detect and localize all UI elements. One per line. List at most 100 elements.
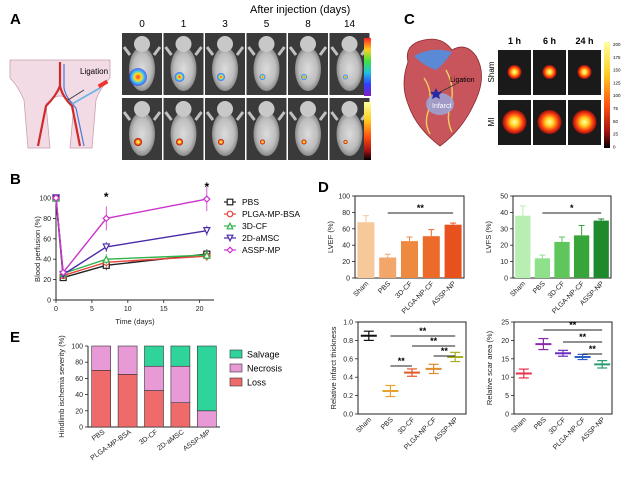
mouse-body (253, 47, 280, 91)
mouse-body (253, 112, 280, 156)
stacked-bar-segment (196, 345, 217, 412)
mouse-body (212, 112, 238, 156)
colorbar-tick: 150 (613, 68, 621, 73)
plot-frame (513, 321, 613, 415)
significance-mark: * (204, 180, 209, 194)
mouse-arm (330, 46, 339, 56)
y-axis-label: LVFS (%) (484, 221, 493, 253)
mouse-arm (288, 111, 298, 121)
y-tick-label: 0.6 (343, 356, 353, 363)
day-label: 14 (344, 19, 356, 30)
y-tick-label: 20 (500, 243, 508, 250)
mouse-body (129, 112, 155, 156)
mouse-head (258, 101, 275, 117)
panel-c: C Ligation Infarct 1 h 6 h 24 h Sham MI 200… (403, 11, 621, 149)
series-line (55, 197, 207, 279)
y-tick-label: 40 (75, 392, 83, 399)
x-tick-label: 10 (124, 306, 132, 313)
panel-c-time-labels: 1 h 6 h 24 h (508, 36, 594, 46)
x-tick-label: 0 (54, 306, 58, 313)
bar (573, 235, 590, 278)
data-point (202, 250, 211, 259)
time-label: 1 h (508, 36, 521, 46)
y-tick-label: 60 (342, 226, 350, 233)
mouse-arm (122, 111, 132, 121)
colorbar-tick: 175 (613, 55, 621, 60)
hindlimb-schematic: Ligation (9, 59, 111, 149)
category-label: Sham (509, 280, 527, 298)
fluorescence-spot (260, 139, 265, 145)
panel-c-colorbar (604, 42, 610, 148)
mouse-arm (205, 111, 215, 121)
fluorescence-spot (218, 139, 224, 145)
heart-signal (502, 110, 527, 134)
mouse-arm (247, 111, 256, 121)
colorbar-tick: 75 (613, 106, 619, 111)
colorbar-tick: 0 (613, 144, 616, 149)
mouse-body (212, 47, 238, 91)
mouse-arm (152, 46, 162, 56)
stacked-bar-segment (117, 374, 138, 428)
bar (593, 220, 609, 278)
heart-infarct-label: Infarct (432, 103, 452, 110)
day-label: 1 (181, 19, 187, 30)
colorbar-tick: 50 (613, 119, 619, 124)
row-label: Sham (487, 61, 496, 82)
mouse-arm (318, 46, 328, 56)
significance-mark: * (104, 190, 109, 204)
ligation-label: Ligation (80, 67, 108, 76)
mouse-image-grid (122, 33, 370, 160)
category-label: PBS (532, 280, 547, 295)
category-label: 3D-CF (394, 280, 414, 300)
legend-label: Necrosis (247, 364, 283, 374)
data-point (52, 194, 60, 202)
heart-signal (507, 65, 522, 79)
mouse-head (217, 36, 233, 52)
stacked-bar-segment (170, 345, 191, 367)
category-label: ASSP-NP (431, 280, 458, 307)
stacked-bar-segment (196, 410, 217, 428)
y-tick-label: 40 (500, 210, 508, 217)
data-point (102, 214, 111, 223)
mouse-body (336, 112, 363, 156)
legend-swatch (229, 349, 243, 359)
data-point (202, 195, 211, 203)
stacked-bar-segment (144, 365, 164, 391)
data-point (59, 268, 68, 277)
y-tick-label: 100 (39, 196, 51, 203)
day-label: 3 (222, 19, 228, 30)
panel-a: A After injection (days) 0 1 3 5 8 14 Ligatio… (9, 4, 371, 160)
heart-signal (577, 65, 592, 79)
significance-label: ** (589, 344, 597, 354)
category-label: Sham (352, 280, 370, 298)
mouse-body (170, 112, 197, 156)
fluorescence-spot (259, 74, 266, 80)
mouse-arm (288, 46, 298, 56)
panel-c-letter: C (404, 11, 415, 28)
y-tick-label: 0.8 (343, 338, 353, 345)
infarct-thickness-chart: 0.0 0.2 0.4 0.6 0.8 1.0 Relative infarct thick… (329, 320, 467, 451)
stacked-bar-segment (117, 345, 138, 375)
category-label: ASSP-NP (433, 416, 460, 443)
bar (379, 257, 397, 278)
significance-label: ** (569, 320, 577, 330)
y-tick-label: 20 (342, 259, 350, 266)
panel-c-row-labels: Sham MI (487, 61, 496, 126)
y-tick-label: 30 (500, 226, 508, 233)
significance-label: ** (398, 356, 406, 366)
y-tick-label: 40 (43, 257, 51, 264)
x-tick-label: 15 (160, 306, 168, 313)
legend-swatch (229, 377, 243, 387)
fluorescence-spot (217, 73, 225, 81)
significance-label: * (570, 203, 574, 213)
mouse-arm (235, 111, 245, 121)
x-tick-label: 5 (90, 306, 94, 313)
y-tick-label: 10 (501, 375, 509, 382)
bar (554, 241, 570, 278)
y-tick-label: 25 (501, 320, 509, 327)
time-label: 24 h (575, 36, 593, 46)
data-point (102, 254, 111, 263)
